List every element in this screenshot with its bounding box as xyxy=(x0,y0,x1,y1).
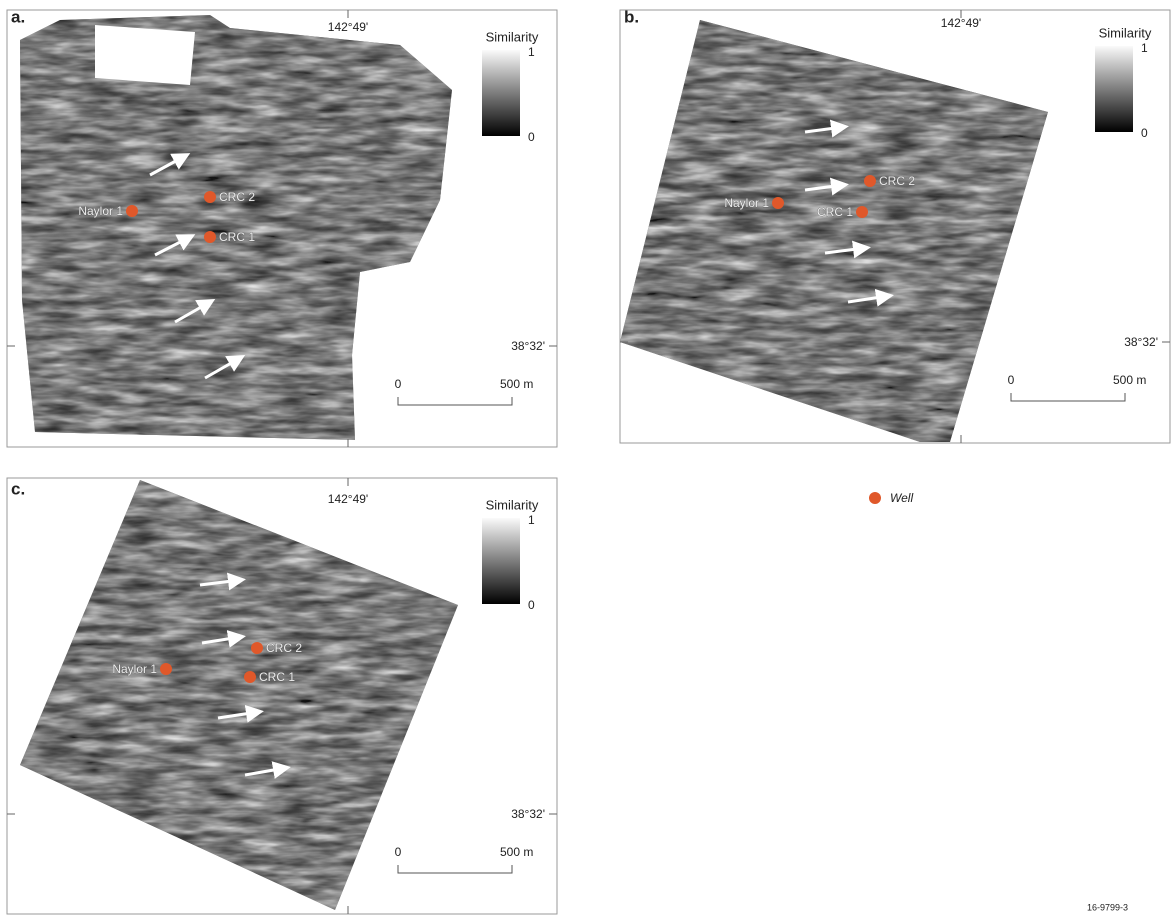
colorbar-title: Similarity xyxy=(1099,25,1152,40)
colorbar-max: 1 xyxy=(528,513,535,527)
longitude-label: 142°49' xyxy=(328,20,368,34)
scale-end: 500 m xyxy=(500,845,533,859)
panel-label: b. xyxy=(624,7,639,26)
legend-label: Well xyxy=(890,491,913,505)
well-marker xyxy=(160,663,172,675)
scale-bar xyxy=(1011,393,1125,401)
colorbar-title: Similarity xyxy=(486,29,539,44)
colorbar-min: 0 xyxy=(1141,126,1148,140)
colorbar xyxy=(1095,46,1133,132)
well-marker xyxy=(251,642,263,654)
well-marker xyxy=(204,191,216,203)
well-marker xyxy=(244,671,256,683)
colorbar-max: 1 xyxy=(528,45,535,59)
scale-end: 500 m xyxy=(500,377,533,391)
well-label: CRC 1 xyxy=(817,205,853,219)
latitude-label: 38°32' xyxy=(511,339,545,353)
figure: Well 16-9799-3 a. 142°49' 38°32' Similarity… xyxy=(0,0,1172,916)
colorbar-min: 0 xyxy=(528,130,535,144)
colorbar-min: 0 xyxy=(528,598,535,612)
latitude-label: 38°32' xyxy=(511,807,545,821)
well-label: CRC 1 xyxy=(259,670,295,684)
well-marker xyxy=(204,231,216,243)
well-label: CRC 2 xyxy=(879,174,915,188)
scale-bar xyxy=(398,397,512,405)
well-label: CRC 1 xyxy=(219,230,255,244)
scale-bar xyxy=(398,865,512,873)
well-marker xyxy=(772,197,784,209)
well-marker xyxy=(126,205,138,217)
scale-end: 500 m xyxy=(1113,373,1146,387)
longitude-label: 142°49' xyxy=(941,16,981,30)
seismic-map xyxy=(20,15,452,440)
scale-start: 0 xyxy=(1008,373,1015,387)
well-marker xyxy=(864,175,876,187)
panel-label: a. xyxy=(11,7,25,26)
colorbar-max: 1 xyxy=(1141,41,1148,55)
seismic-map xyxy=(20,480,458,910)
longitude-label: 142°49' xyxy=(328,492,368,506)
well-label: Naylor 1 xyxy=(112,662,157,676)
figure-id: 16-9799-3 xyxy=(1087,902,1128,912)
latitude-label: 38°32' xyxy=(1124,335,1158,349)
well-label: Naylor 1 xyxy=(724,196,769,210)
well-label: CRC 2 xyxy=(266,641,302,655)
scale-start: 0 xyxy=(395,377,402,391)
panel-label: c. xyxy=(11,479,25,498)
legend-marker xyxy=(869,492,881,504)
colorbar xyxy=(482,50,520,136)
colorbar-title: Similarity xyxy=(486,497,539,512)
colorbar xyxy=(482,518,520,604)
well-marker xyxy=(856,206,868,218)
well-label: CRC 2 xyxy=(219,190,255,204)
well-label: Naylor 1 xyxy=(78,204,123,218)
scale-start: 0 xyxy=(395,845,402,859)
seismic-map xyxy=(620,20,1048,442)
map-gap xyxy=(95,25,195,85)
